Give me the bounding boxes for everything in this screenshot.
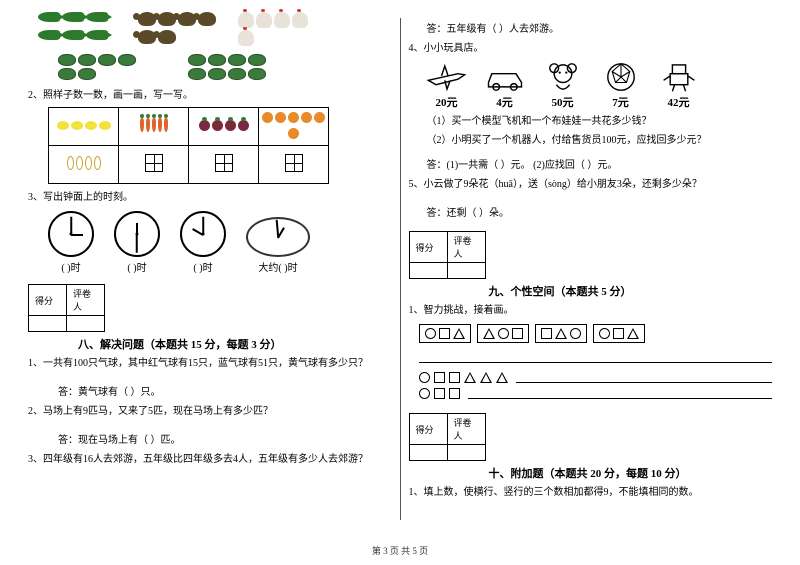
score9-h2: 评卷人 [447, 232, 485, 263]
turtle-group-1 [58, 54, 148, 80]
cell-tally-4 [259, 146, 329, 184]
score10-h1: 得分 [409, 414, 447, 445]
s10-q1: 1、填上数，使横行、竖行的三个数相加都得9，不能填相同的数。 [409, 485, 773, 500]
q5-label: 5、小云做了9朵花（huā），送（sòng）给小朋友3朵，还剩多少朵？ [409, 177, 773, 192]
shape-line-2-blank[interactable] [516, 371, 773, 383]
cell-lemons [49, 108, 119, 146]
q5-ans: 答：还剩（ ）朵。 [409, 206, 773, 221]
pbox-3 [535, 324, 587, 343]
s8-a2: 答：现在马场上有（ ）匹。 [28, 433, 392, 448]
toy-doll-price: 50元 [541, 94, 585, 110]
q3-label: 3、写出钟面上的时刻。 [28, 190, 392, 205]
q4-sub2: （2）小明买了一个机器人，付给售货员100元，应找回多少元？ [409, 133, 773, 148]
toy-plane: 20元 [425, 60, 469, 110]
ball-icon [599, 60, 643, 94]
cell-oranges [259, 108, 329, 146]
section-9-title: 九、个性空间（本题共 5 分） [489, 283, 773, 299]
left-column: 2、照样子数一数，画一画，写一写。 3、写出钟面上的时刻。 [20, 8, 400, 540]
cell-tally-3 [189, 146, 259, 184]
clock-row: ( )时 ( )时 ( )时 [48, 211, 392, 274]
clock-2: ( )时 [114, 211, 160, 274]
score10-h2: 评卷人 [447, 414, 485, 445]
right-column: 答：五年级有（ ）人去郊游。 4、小小玩具店。 20元 4元 50元 [401, 8, 781, 540]
score-h2: 评卷人 [67, 285, 105, 316]
score-box-10: 得分评卷人 [409, 413, 486, 461]
robot-icon [657, 60, 701, 94]
page-footer: 第 3 页 共 5 页 [0, 540, 800, 557]
score-blank-2[interactable] [67, 316, 105, 332]
clock-1: ( )时 [48, 211, 94, 274]
animal-groups [38, 12, 392, 46]
score-h1: 得分 [29, 285, 67, 316]
score10-b2[interactable] [447, 445, 485, 461]
toy-car: 4元 [483, 60, 527, 110]
doll-icon [541, 60, 585, 94]
toy-ball: 7元 [599, 60, 643, 110]
pbox-1 [419, 324, 471, 343]
toy-robot: 42元 [657, 60, 701, 110]
turtle-group-2 [188, 54, 278, 80]
score9-b1[interactable] [409, 263, 447, 279]
toy-plane-price: 20元 [425, 94, 469, 110]
clock-4: 大约( )时 [246, 217, 310, 274]
clock-3: ( )时 [180, 211, 226, 274]
score10-b1[interactable] [409, 445, 447, 461]
clock-1-caption: ( )时 [61, 263, 80, 274]
pattern-answer-line[interactable] [419, 349, 773, 363]
s8-q3: 3、四年级有16人去郊游，五年级比四年级多去4人，五年级有多少人去郊游？ [28, 452, 392, 467]
plane-icon [425, 60, 469, 94]
q2-label: 2、照样子数一数，画一画，写一写。 [28, 88, 392, 103]
shape-line-3-blank[interactable] [468, 387, 773, 399]
chicken-group [238, 12, 318, 46]
q4-label: 4、小小玩具店。 [409, 41, 773, 56]
score-box-8: 得分评卷人 [28, 284, 105, 332]
duck-group [138, 12, 218, 46]
s9-q1: 1、智力挑战，接着画。 [409, 303, 773, 318]
toy-robot-price: 42元 [657, 94, 701, 110]
s8-q1: 1、一共有100只气球，其中红气球有15只，蓝气球有51只，黄气球有多少只？ [28, 356, 392, 371]
toy-ball-price: 7元 [599, 94, 643, 110]
clock-2-caption: ( )时 [127, 263, 146, 274]
cell-carrots [119, 108, 189, 146]
q4-sub1: （1）买一个模型飞机和一个布娃娃一共花多少钱？ [409, 114, 773, 129]
score9-h1: 得分 [409, 232, 447, 263]
cell-tally-example [49, 146, 119, 184]
toy-doll: 50元 [541, 60, 585, 110]
toy-car-price: 4元 [483, 94, 527, 110]
score-box-9: 得分评卷人 [409, 231, 486, 279]
q4-ans: 答：(1)一共需（ ）元。 (2)应找回（ ）元。 [409, 158, 773, 173]
car-icon [483, 60, 527, 94]
count-table [48, 107, 329, 184]
pbox-2 [477, 324, 529, 343]
score-blank-1[interactable] [29, 316, 67, 332]
score9-b2[interactable] [447, 263, 485, 279]
toy-row: 20元 4元 50元 7元 [425, 60, 773, 110]
s8-a1: 答：黄气球有（ ）只。 [28, 385, 392, 400]
clock-3-caption: ( )时 [193, 263, 212, 274]
page-container: 2、照样子数一数，画一画，写一写。 3、写出钟面上的时刻。 [0, 0, 800, 540]
turtle-groups [58, 54, 392, 80]
cell-tally-2 [119, 146, 189, 184]
cell-beets [189, 108, 259, 146]
section-10-title: 十、附加题（本题共 20 分，每题 10 分） [489, 465, 773, 481]
pattern-boxes [419, 324, 773, 343]
fish-group [38, 12, 118, 46]
s8-q2: 2、马场上有9匹马，又来了5匹，现在马场上有多少匹？ [28, 404, 392, 419]
shape-line-2 [419, 371, 773, 383]
shape-line-3 [419, 387, 773, 399]
pbox-4 [593, 324, 645, 343]
clock-4-caption: 大约( )时 [258, 263, 297, 274]
section-8-title: 八、解决问题（本题共 15 分，每题 3 分） [78, 336, 392, 352]
s8-a3: 答：五年级有（ ）人去郊游。 [409, 22, 773, 37]
